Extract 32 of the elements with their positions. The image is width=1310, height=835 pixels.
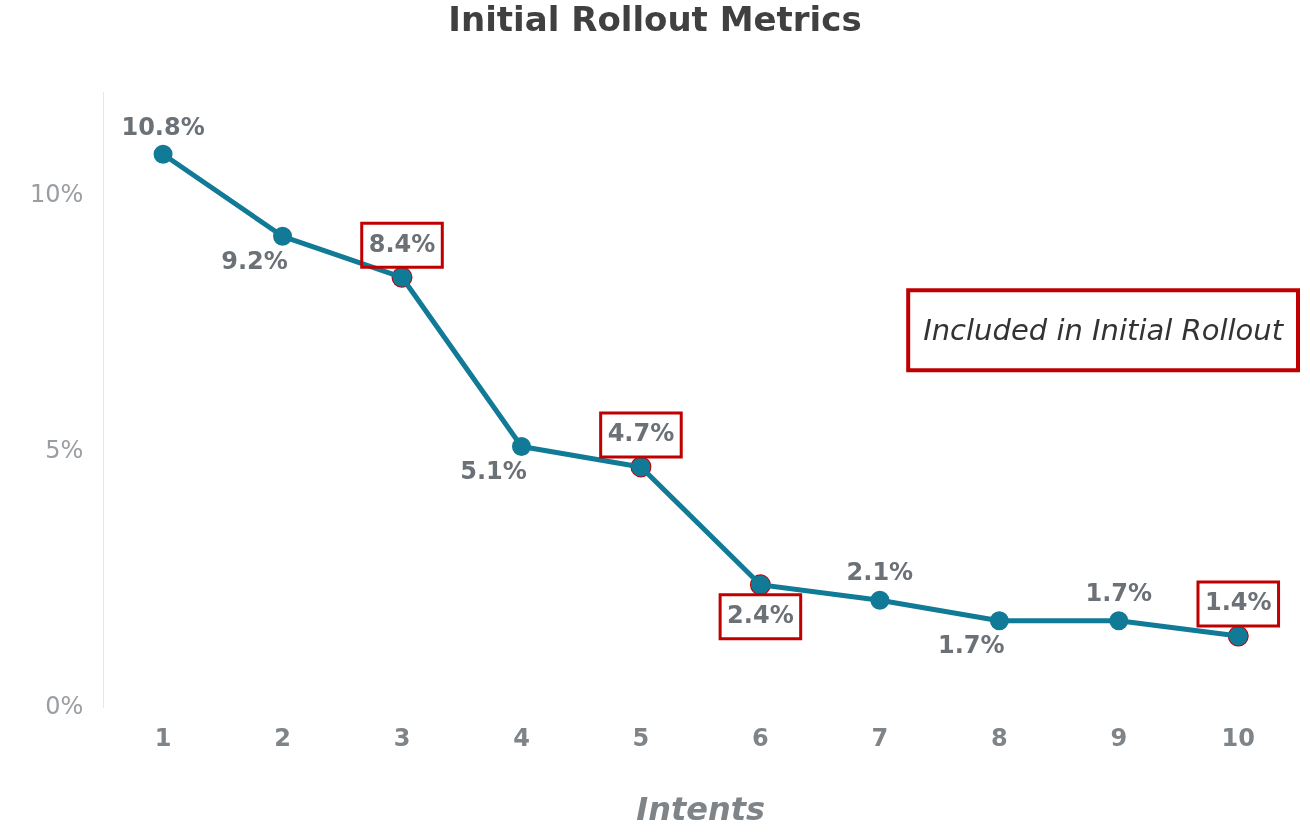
point (153, 144, 173, 164)
y-tick-label: 5% (45, 435, 84, 464)
x-axis-title: Intents (636, 790, 766, 829)
x-tick-label: 8 (990, 724, 1008, 753)
x-tick-label: 9 (1110, 724, 1128, 753)
text: 1.7% (938, 630, 1005, 659)
point (273, 226, 293, 246)
text: Included in Initial Rollout (923, 312, 1285, 347)
x-tick-label: 2 (274, 724, 291, 753)
point (511, 436, 531, 456)
x-tick-label: 6 (752, 724, 769, 753)
text: 1.7% (1085, 578, 1153, 607)
point (989, 611, 1009, 631)
chart-title: Initial Rollout Metrics (448, 0, 862, 40)
y-tick-label: 10% (30, 179, 84, 208)
x-tick-label: 10 (1221, 724, 1255, 753)
point (870, 590, 890, 610)
x-tick-label: 4 (513, 724, 530, 753)
text: 9.2% (221, 246, 288, 275)
text: 2.1% (846, 558, 914, 587)
text: 4.7% (607, 419, 675, 448)
x-tick-label: 1 (154, 724, 172, 753)
y-tick-label: 0% (45, 692, 84, 721)
text: 2.4% (727, 601, 794, 630)
point (1109, 611, 1129, 631)
text: 5.1% (460, 456, 527, 485)
text: 8.4% (368, 229, 436, 258)
x-tick-label: 3 (393, 724, 411, 753)
x-tick-label: 7 (871, 724, 889, 753)
text: 10.8% (121, 112, 205, 141)
x-tick-label: 5 (632, 724, 650, 753)
text: 1.4% (1204, 588, 1272, 617)
